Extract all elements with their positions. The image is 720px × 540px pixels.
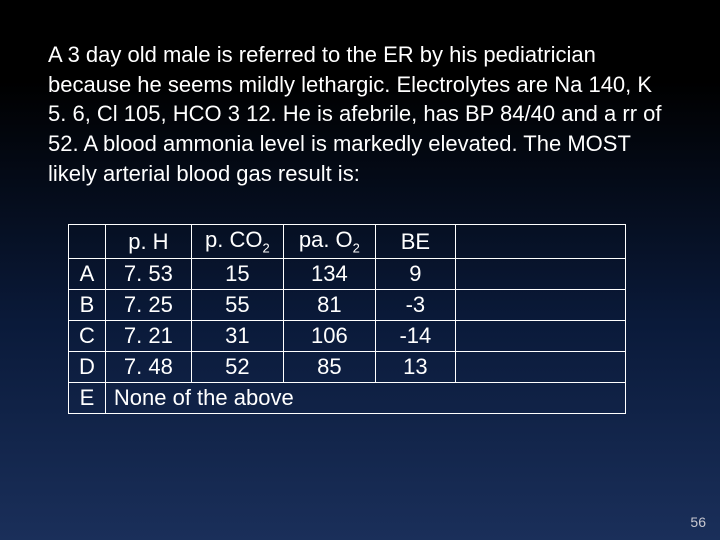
- cell-pco2: 15: [191, 258, 283, 289]
- table-header-row: p. H p. CO2 pa. O2 BE: [69, 225, 626, 258]
- page-number: 56: [690, 514, 706, 530]
- cell-pao2: 106: [283, 320, 375, 351]
- cell-ph: 7. 53: [105, 258, 191, 289]
- cell-filler: [455, 289, 625, 320]
- cell-filler: [455, 320, 625, 351]
- cell-ph: 7. 25: [105, 289, 191, 320]
- header-filler: [455, 225, 625, 258]
- cell-pao2: 81: [283, 289, 375, 320]
- table-row: B 7. 25 55 81 -3: [69, 289, 626, 320]
- cell-be: 9: [375, 258, 455, 289]
- abg-table: p. H p. CO2 pa. O2 BE A 7. 53 15 134 9 B…: [68, 224, 626, 413]
- row-label: D: [69, 351, 106, 382]
- cell-pao2: 85: [283, 351, 375, 382]
- slide: A 3 day old male is referred to the ER b…: [0, 0, 720, 414]
- cell-ph: 7. 48: [105, 351, 191, 382]
- row-label: B: [69, 289, 106, 320]
- header-pao2: pa. O2: [283, 225, 375, 258]
- row-label: A: [69, 258, 106, 289]
- header-be: BE: [375, 225, 455, 258]
- table-row: D 7. 48 52 85 13: [69, 351, 626, 382]
- cell-ph: 7. 21: [105, 320, 191, 351]
- table-row: C 7. 21 31 106 -14: [69, 320, 626, 351]
- cell-pco2: 31: [191, 320, 283, 351]
- row-label: E: [69, 382, 106, 413]
- cell-none: None of the above: [105, 382, 625, 413]
- header-pco2: p. CO2: [191, 225, 283, 258]
- cell-filler: [455, 351, 625, 382]
- cell-pco2: 52: [191, 351, 283, 382]
- cell-be: 13: [375, 351, 455, 382]
- cell-pao2: 134: [283, 258, 375, 289]
- header-blank: [69, 225, 106, 258]
- cell-pco2: 55: [191, 289, 283, 320]
- question-text: A 3 day old male is referred to the ER b…: [48, 40, 672, 188]
- header-pao2-pre: pa. O: [299, 227, 353, 252]
- header-pco2-sub: 2: [263, 241, 270, 256]
- cell-filler: [455, 258, 625, 289]
- cell-be: -3: [375, 289, 455, 320]
- cell-be: -14: [375, 320, 455, 351]
- header-pao2-sub: 2: [353, 241, 360, 256]
- table-row-none: E None of the above: [69, 382, 626, 413]
- row-label: C: [69, 320, 106, 351]
- table-row: A 7. 53 15 134 9: [69, 258, 626, 289]
- header-pco2-pre: p. CO: [205, 227, 262, 252]
- header-ph: p. H: [105, 225, 191, 258]
